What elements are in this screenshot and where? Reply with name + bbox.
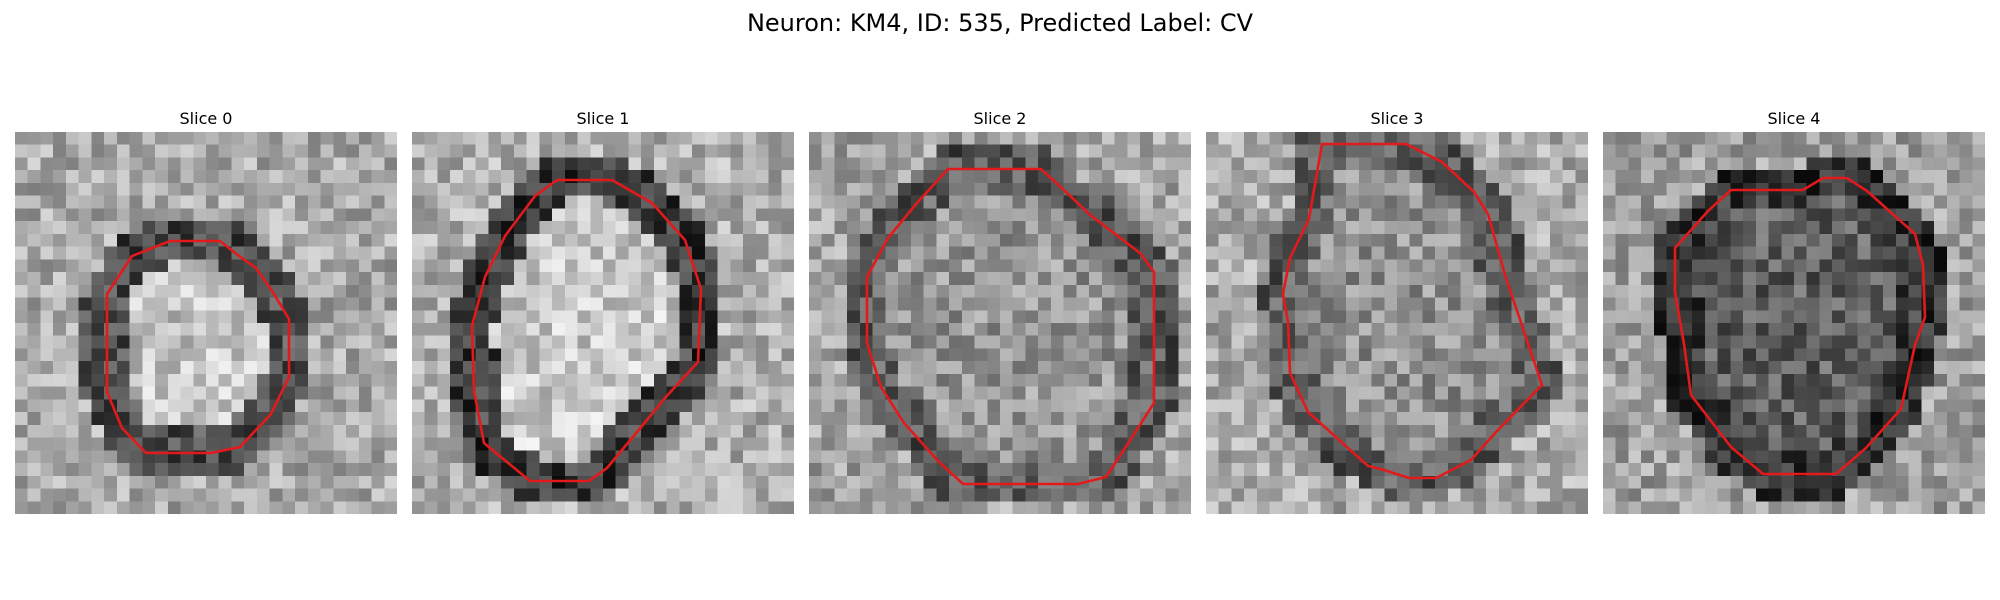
slice-title: Slice 2 [973, 109, 1027, 128]
slice-image [1206, 132, 1588, 514]
slice-panel-0: Slice 0 [15, 108, 397, 514]
slice-title: Slice 0 [179, 109, 233, 128]
slice-panel-4: Slice 4 [1603, 108, 1985, 514]
pixel-grid [15, 132, 397, 514]
slice-panel-1: Slice 1 [412, 108, 794, 514]
slice-image [809, 132, 1191, 514]
slice-panel-2: Slice 2 [809, 108, 1191, 514]
segmentation-contour [105, 239, 291, 455]
slice-panel-3: Slice 3 [1206, 108, 1588, 514]
segmentation-contour [1281, 142, 1544, 480]
segmentation-contour [1673, 176, 1927, 476]
slice-image [1603, 132, 1985, 514]
pixel-grid [412, 132, 794, 514]
slice-title: Slice 3 [1370, 109, 1424, 128]
slice-image [15, 132, 397, 514]
slice-title: Slice 4 [1767, 109, 1821, 128]
slice-title: Slice 1 [576, 109, 630, 128]
segmentation-contour [470, 178, 703, 483]
pixel-grid [1206, 132, 1588, 514]
segmentation-contour [865, 167, 1156, 486]
figure-title: Neuron: KM4, ID: 535, Predicted Label: C… [746, 9, 1254, 37]
pixel-grid [1603, 132, 1985, 514]
slice-image [412, 132, 794, 514]
